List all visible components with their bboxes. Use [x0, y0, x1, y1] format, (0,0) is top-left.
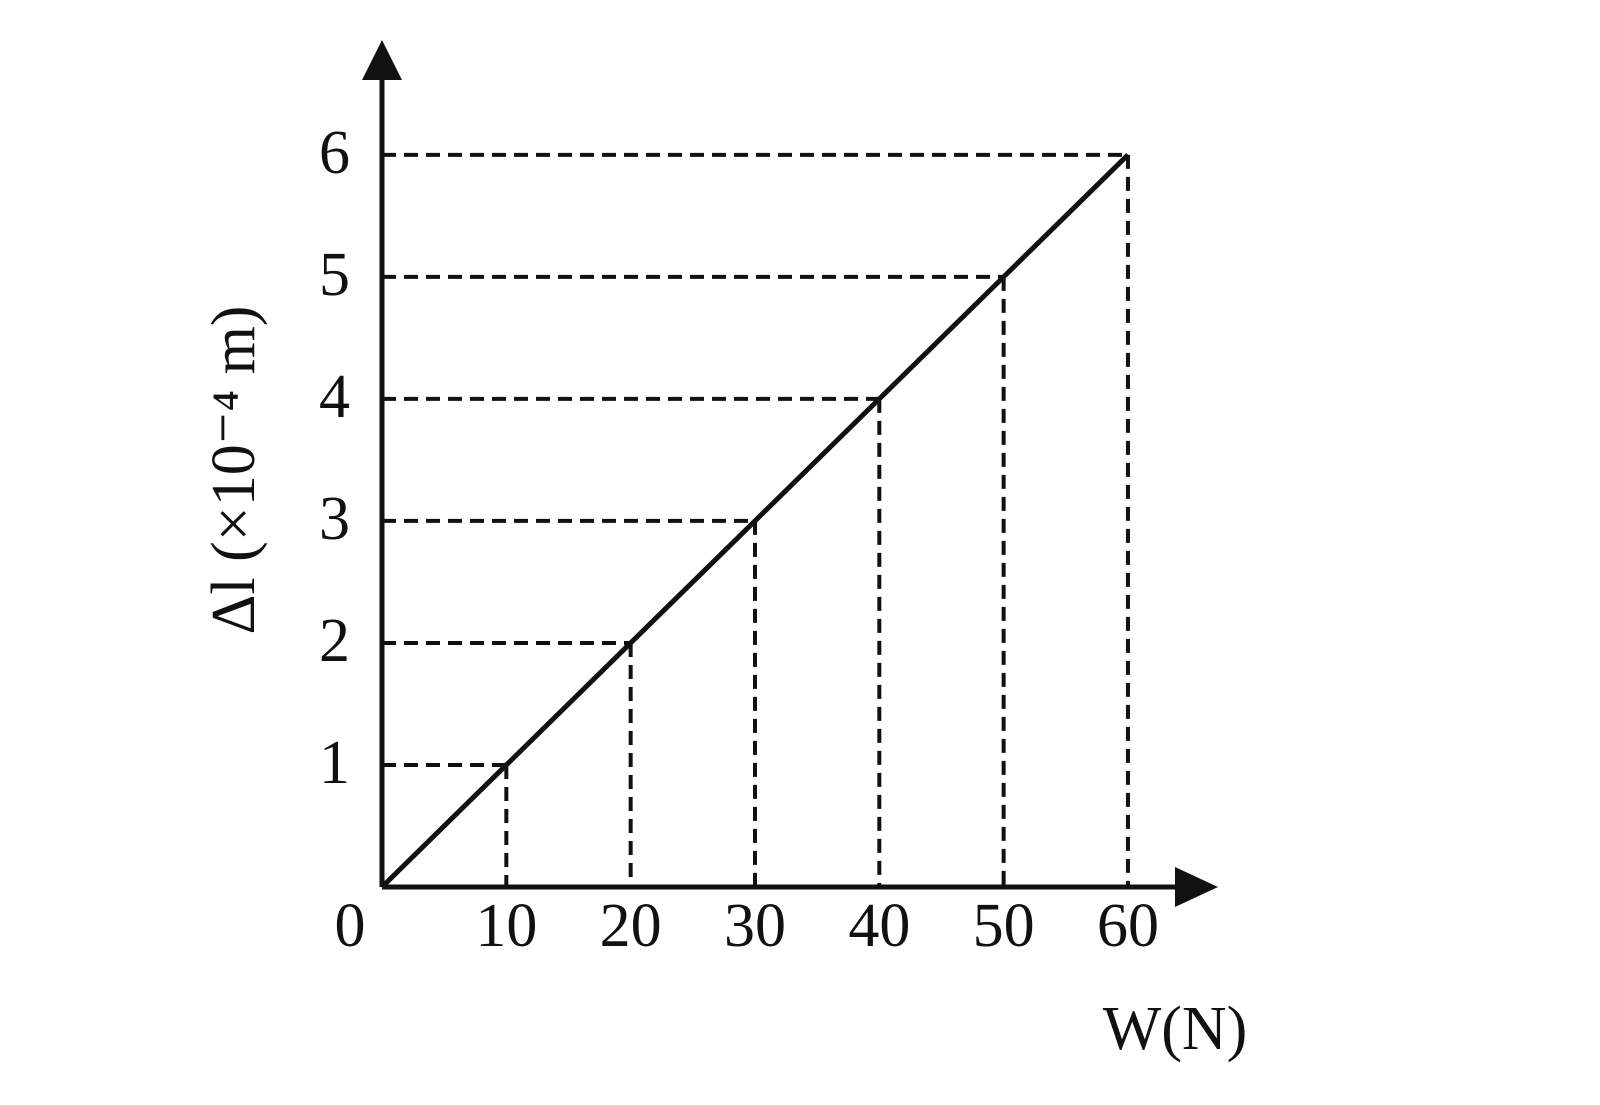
- y-tick-label: 1: [319, 729, 350, 797]
- x-axis-arrow: [1175, 867, 1218, 907]
- x-tick-label: 40: [848, 892, 910, 960]
- x-tick-label: 0: [335, 892, 366, 960]
- y-tick-label: 6: [319, 119, 350, 187]
- y-axis-arrow: [362, 40, 402, 80]
- x-tick-label: 50: [973, 892, 1035, 960]
- y-tick-label: 5: [319, 241, 350, 309]
- data-line: [380, 153, 1130, 889]
- y-tick-label: 2: [319, 607, 350, 675]
- x-tick-label: 20: [600, 892, 662, 960]
- x-tick-label: 10: [475, 892, 537, 960]
- y-tick-label: 4: [319, 363, 350, 431]
- x-tick-label: 30: [724, 892, 786, 960]
- x-axis-label: W(N): [1103, 995, 1248, 1063]
- x-tick-label: 60: [1097, 892, 1159, 960]
- y-tick-label: 3: [319, 485, 350, 553]
- y-axis-label: Δl (×10⁻⁴ m): [200, 306, 268, 635]
